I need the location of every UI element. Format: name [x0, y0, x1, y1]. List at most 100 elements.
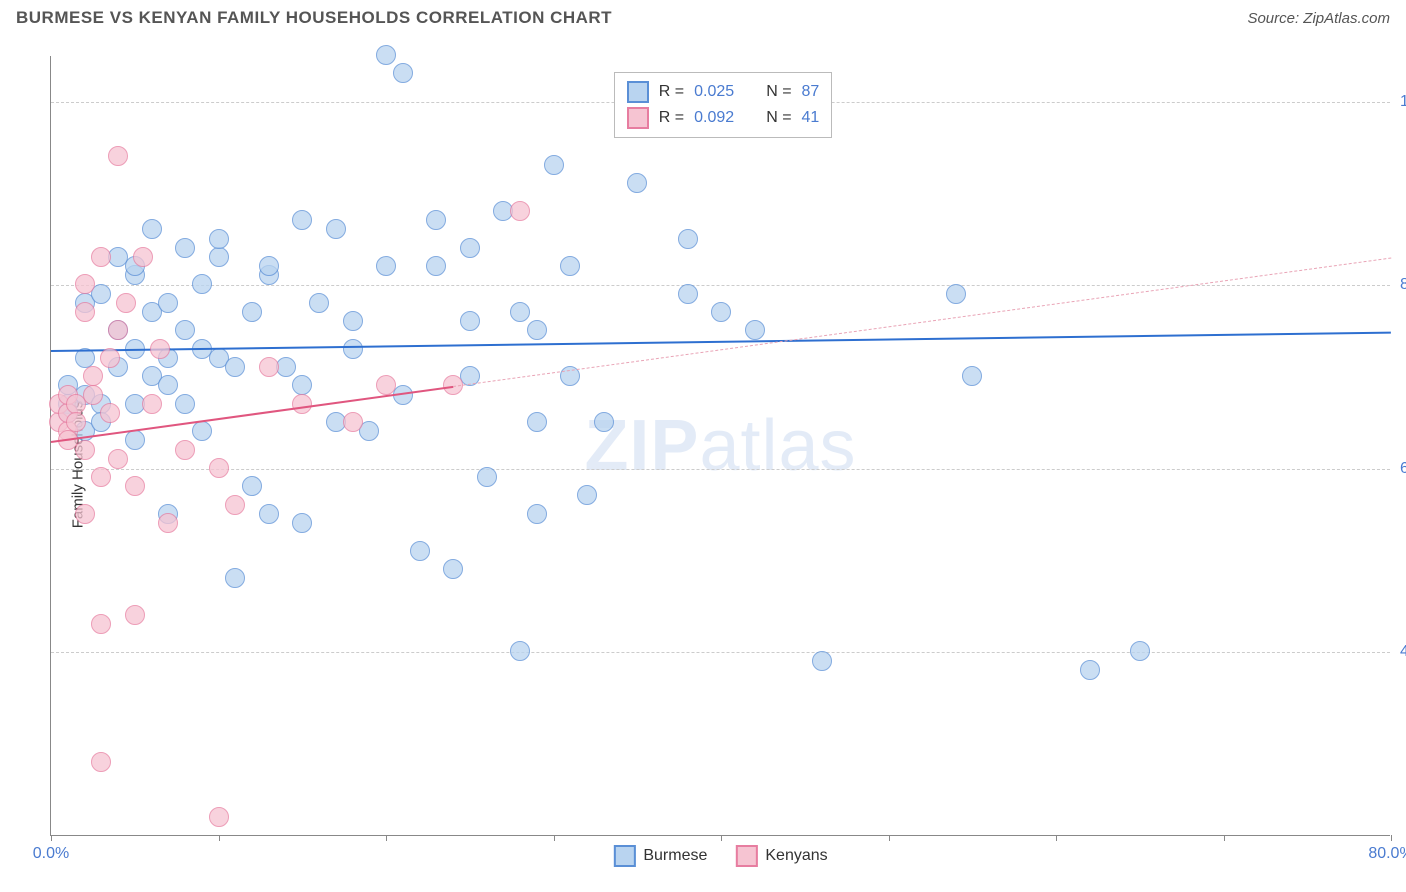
x-tick-mark — [386, 835, 387, 841]
scatter-point — [510, 302, 530, 322]
scatter-point — [150, 339, 170, 359]
scatter-point — [711, 302, 731, 322]
trend-line — [453, 258, 1391, 387]
legend-row: R =0.092N =41 — [627, 105, 820, 131]
scatter-point — [510, 201, 530, 221]
scatter-point — [745, 320, 765, 340]
scatter-point — [376, 375, 396, 395]
scatter-point — [946, 284, 966, 304]
scatter-point — [100, 403, 120, 423]
scatter-point — [133, 247, 153, 267]
legend-n-value: 41 — [802, 109, 820, 127]
scatter-point — [376, 256, 396, 276]
legend-n-label: N = — [766, 83, 791, 101]
scatter-point — [426, 210, 446, 230]
plot-area: ZIPatlas 40.0%60.0%80.0%100.0%0.0%80.0%R… — [50, 56, 1390, 836]
scatter-point — [460, 311, 480, 331]
scatter-point — [410, 541, 430, 561]
scatter-point — [259, 357, 279, 377]
chart-source: Source: ZipAtlas.com — [1247, 10, 1390, 27]
scatter-point — [292, 394, 312, 414]
scatter-point — [209, 247, 229, 267]
scatter-point — [91, 752, 111, 772]
scatter-point — [460, 238, 480, 258]
scatter-point — [225, 495, 245, 515]
x-tick-label: 80.0% — [1368, 845, 1406, 863]
scatter-point — [527, 412, 547, 432]
scatter-point — [594, 412, 614, 432]
chart-header: BURMESE VS KENYAN FAMILY HOUSEHOLDS CORR… — [0, 0, 1406, 32]
scatter-point — [627, 173, 647, 193]
gridline — [51, 469, 1390, 470]
x-tick-mark — [554, 835, 555, 841]
scatter-point — [962, 366, 982, 386]
scatter-point — [66, 412, 86, 432]
legend-item: Burmese — [613, 845, 707, 867]
scatter-point — [116, 293, 136, 313]
scatter-point — [1130, 641, 1150, 661]
scatter-point — [125, 605, 145, 625]
scatter-point — [393, 63, 413, 83]
scatter-point — [678, 284, 698, 304]
scatter-point — [125, 476, 145, 496]
x-tick-mark — [51, 835, 52, 841]
scatter-point — [527, 320, 547, 340]
scatter-point — [259, 256, 279, 276]
legend-row: R =0.025N =87 — [627, 79, 820, 105]
watermark: ZIPatlas — [584, 405, 856, 487]
scatter-point — [75, 274, 95, 294]
legend-r-label: R = — [659, 109, 684, 127]
scatter-point — [309, 293, 329, 313]
legend-swatch — [627, 81, 649, 103]
scatter-point — [142, 394, 162, 414]
scatter-point — [544, 155, 564, 175]
scatter-point — [158, 513, 178, 533]
scatter-point — [175, 440, 195, 460]
legend-r-label: R = — [659, 83, 684, 101]
scatter-point — [225, 568, 245, 588]
legend-r-value: 0.025 — [694, 83, 734, 101]
scatter-point — [91, 614, 111, 634]
scatter-point — [108, 449, 128, 469]
scatter-point — [242, 476, 262, 496]
x-tick-mark — [1224, 835, 1225, 841]
scatter-point — [209, 807, 229, 827]
scatter-point — [376, 45, 396, 65]
scatter-point — [158, 293, 178, 313]
scatter-point — [477, 467, 497, 487]
x-tick-label: 0.0% — [33, 845, 69, 863]
scatter-point — [510, 641, 530, 661]
y-tick-label: 40.0% — [1400, 643, 1406, 661]
scatter-point — [343, 311, 363, 331]
scatter-point — [292, 210, 312, 230]
legend-r-value: 0.092 — [694, 109, 734, 127]
scatter-point — [75, 504, 95, 524]
scatter-point — [209, 458, 229, 478]
x-tick-mark — [889, 835, 890, 841]
gridline — [51, 652, 1390, 653]
x-tick-mark — [721, 835, 722, 841]
scatter-point — [812, 651, 832, 671]
scatter-point — [1080, 660, 1100, 680]
scatter-point — [75, 440, 95, 460]
y-tick-label: 60.0% — [1400, 460, 1406, 478]
scatter-point — [108, 146, 128, 166]
scatter-point — [527, 504, 547, 524]
legend-swatch — [735, 845, 757, 867]
scatter-point — [225, 357, 245, 377]
scatter-point — [83, 385, 103, 405]
scatter-point — [175, 320, 195, 340]
series-legend: BurmeseKenyans — [613, 845, 827, 867]
scatter-point — [91, 467, 111, 487]
scatter-point — [209, 229, 229, 249]
scatter-point — [192, 274, 212, 294]
scatter-point — [192, 421, 212, 441]
y-tick-label: 100.0% — [1400, 93, 1406, 111]
scatter-point — [91, 247, 111, 267]
scatter-point — [259, 504, 279, 524]
scatter-point — [83, 366, 103, 386]
chart-container: Family Households ZIPatlas 40.0%60.0%80.… — [0, 36, 1406, 892]
scatter-point — [175, 394, 195, 414]
scatter-point — [678, 229, 698, 249]
scatter-point — [577, 485, 597, 505]
